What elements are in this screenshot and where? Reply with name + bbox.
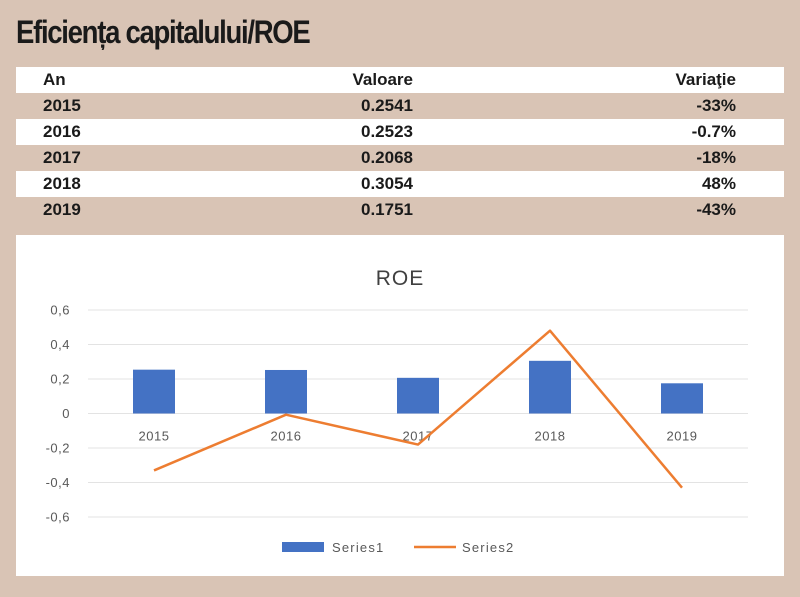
table-row: 2018 0.3054 48% (16, 171, 784, 197)
header-year: An (43, 70, 66, 89)
cell-year: 2015 (43, 96, 81, 115)
bar-2015 (133, 369, 175, 414)
header-variation: Variaţie (675, 70, 737, 89)
y-tick-label: 0,2 (50, 372, 70, 387)
chart-title: ROE (375, 267, 425, 290)
table-row: 2017 0.2068 -18% (16, 145, 784, 171)
y-tick-label: 0,6 (50, 303, 70, 318)
legend-series1-swatch (282, 542, 324, 552)
cell-value: 0.2068 (361, 148, 413, 167)
cell-value: 0.2541 (361, 96, 413, 115)
bar-2017 (397, 377, 439, 414)
y-tick-label: 0,4 (50, 337, 70, 352)
legend-series2-label: Series2 (462, 540, 514, 555)
table-row: 2019 0.1751 -43% (16, 197, 784, 223)
cell-value: 0.3054 (361, 174, 413, 193)
cell-value: 0.2523 (361, 122, 413, 141)
cell-year: 2016 (43, 122, 81, 141)
roe-chart: ROE 0,6 0,4 0,2 0 -0,2 -0,4 -0,6 2015 2016 2017 20… (16, 235, 784, 576)
x-tick-label: 2015 (139, 429, 170, 444)
bar-2019 (661, 383, 703, 414)
cell-variation: -43% (696, 200, 736, 219)
y-tick-label: -0,4 (46, 475, 70, 490)
legend-series1-label: Series1 (332, 540, 384, 555)
y-tick-label: 0 (62, 406, 70, 421)
table-row: 2015 0.2541 -33% (16, 93, 784, 119)
table-row: 2016 0.2523 -0.7% (16, 119, 784, 145)
bar-2018 (529, 360, 571, 414)
y-tick-label: -0,2 (46, 441, 70, 456)
x-tick-label: 2019 (667, 429, 698, 444)
cell-year: 2019 (43, 200, 81, 219)
cell-variation: -18% (696, 148, 736, 167)
x-tick-label: 2018 (535, 429, 566, 444)
cell-variation: 48% (701, 174, 736, 193)
page-title: Eficiența capitalului/ROE (16, 14, 311, 50)
x-tick-label: 2016 (271, 429, 302, 444)
header-value: Valoare (352, 70, 414, 89)
cell-value: 0.1751 (361, 200, 413, 219)
cell-year: 2018 (43, 174, 81, 193)
cell-variation: -33% (696, 96, 736, 115)
cell-year: 2017 (43, 148, 81, 167)
bar-2016 (265, 369, 307, 414)
y-tick-label: -0,6 (46, 510, 70, 525)
table-header-row: An Valoare Variaţie (16, 67, 784, 93)
cell-variation: -0.7% (691, 122, 736, 141)
roe-table: An Valoare Variaţie 2015 0.2541 -33% 201… (16, 67, 784, 223)
